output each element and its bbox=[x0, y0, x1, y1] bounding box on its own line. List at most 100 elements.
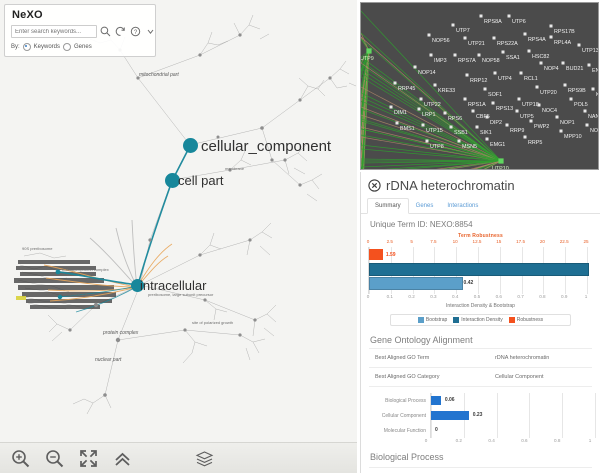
tree-label-site-of-polarized-growth[interactable]: site of polarized growth bbox=[192, 320, 233, 325]
network-node-utp20[interactable] bbox=[536, 86, 539, 89]
network-node-nop14[interactable] bbox=[414, 66, 417, 69]
radio-keywords[interactable] bbox=[23, 43, 31, 51]
network-node-sof1[interactable] bbox=[484, 88, 487, 91]
network-node-msn5[interactable] bbox=[458, 140, 461, 143]
layers-icon[interactable] bbox=[194, 448, 215, 469]
hierarchy-tree-canvas[interactable] bbox=[0, 0, 357, 473]
hierarchy-tree-panel[interactable]: cellular_component cell part intracellul… bbox=[0, 0, 357, 473]
tree-label-protein-complex[interactable]: protein complex bbox=[103, 330, 138, 336]
network-node-rps7a[interactable] bbox=[454, 54, 457, 57]
network-node-ssb1[interactable] bbox=[450, 126, 453, 129]
gene-interaction-network-canvas[interactable]: UTP9 RPS8A UTP6 UTP7 RPS17B NOP56 UTP21 RPS22A R… bbox=[361, 3, 598, 169]
network-node-sik1[interactable] bbox=[476, 126, 479, 129]
tree-label-cellular-component[interactable]: cellular_component bbox=[201, 138, 331, 155]
network-node-rps6[interactable] bbox=[444, 112, 447, 115]
bar-robustness[interactable] bbox=[369, 249, 383, 260]
network-node-rps9b[interactable] bbox=[564, 84, 567, 87]
network-node-rrp5[interactable] bbox=[524, 136, 527, 139]
network-node-rps17b[interactable] bbox=[550, 25, 553, 28]
network-node-nop6[interactable] bbox=[586, 124, 589, 127]
network-node-dip2[interactable] bbox=[486, 116, 489, 119]
go-bar-1[interactable] bbox=[431, 411, 469, 420]
network-node-utp9[interactable] bbox=[366, 48, 371, 53]
network-node-rps8a[interactable] bbox=[480, 15, 483, 18]
search-row[interactable]: ? bbox=[11, 25, 149, 38]
search-panel[interactable]: NeXO ? By: Keywords bbox=[4, 4, 156, 57]
network-node-nop58[interactable] bbox=[478, 54, 481, 57]
zoom-out-icon[interactable] bbox=[44, 448, 65, 469]
tree-label-intracellular[interactable]: intracellular bbox=[140, 278, 206, 293]
search-by-row[interactable]: By: Keywords Genes bbox=[11, 43, 149, 51]
network-node-hsc82[interactable] bbox=[528, 50, 531, 53]
radio-genes-label[interactable]: Genes bbox=[74, 44, 92, 50]
network-node-rcl1[interactable] bbox=[520, 72, 523, 75]
gene-interaction-network-panel[interactable]: UTP9 RPS8A UTP6 UTP7 RPS17B NOP56 UTP21 RPS22A R… bbox=[360, 2, 599, 170]
network-node-nop4[interactable] bbox=[540, 62, 543, 65]
search-input[interactable] bbox=[11, 25, 97, 38]
network-node-nan1[interactable] bbox=[584, 110, 587, 113]
network-node-rps22a[interactable] bbox=[493, 37, 496, 40]
network-node-nop56[interactable] bbox=[428, 34, 431, 37]
tab-summary[interactable]: Summary bbox=[367, 198, 409, 214]
network-node-cbf5[interactable] bbox=[472, 110, 475, 113]
tree-label-ribosomal-subunit[interactable]: ribosomal subunit bbox=[63, 292, 94, 297]
search-icon[interactable] bbox=[99, 25, 112, 38]
network-node-noc4[interactable] bbox=[538, 104, 541, 107]
network-node-bud21[interactable] bbox=[562, 62, 565, 65]
radio-keywords-label[interactable]: Keywords bbox=[34, 44, 60, 50]
network-node-rrp12[interactable] bbox=[466, 74, 469, 77]
detail-tabs[interactable]: Summary Genes Interactions bbox=[361, 198, 600, 214]
tree-label-membrane[interactable]: membrane bbox=[225, 166, 244, 171]
network-node-pol5[interactable] bbox=[570, 98, 573, 101]
tree-label-ribonucleoprotein-complex[interactable]: ribonucleoprotein complex bbox=[62, 267, 109, 272]
network-node-emg1[interactable] bbox=[486, 138, 489, 141]
network-node-kre33[interactable] bbox=[434, 84, 437, 87]
network-node-utp5[interactable] bbox=[516, 110, 519, 113]
bar-bootstrap[interactable] bbox=[369, 277, 463, 290]
tree-label-cell-part[interactable]: cell part bbox=[178, 173, 224, 188]
network-node-rrp9[interactable] bbox=[506, 124, 509, 127]
network-node-utp10[interactable] bbox=[498, 158, 503, 163]
legend-item-robustness[interactable]: Robustness bbox=[509, 317, 543, 323]
network-node-ssa1[interactable] bbox=[502, 51, 505, 54]
legend-item-interaction-density[interactable]: Interaction Density bbox=[453, 317, 502, 323]
term-detail-panel[interactable]: rDNA heterochromatin Summary Genes Inter… bbox=[360, 172, 600, 473]
network-node-rps1a[interactable] bbox=[464, 98, 467, 101]
fit-screen-icon[interactable] bbox=[78, 448, 99, 469]
network-node-enp1[interactable] bbox=[588, 64, 591, 67]
network-node-rps4a[interactable] bbox=[524, 33, 527, 36]
network-node-imp3[interactable] bbox=[430, 54, 433, 57]
tree-label-90s-preribosome[interactable]: 90S preribosome bbox=[22, 246, 52, 251]
network-node-utp13[interactable] bbox=[578, 44, 581, 47]
tab-interactions[interactable]: Interactions bbox=[440, 199, 485, 213]
network-node-rpl4a[interactable] bbox=[550, 36, 553, 39]
go-bar-0[interactable] bbox=[431, 396, 441, 405]
tree-toolbar[interactable] bbox=[0, 442, 357, 473]
robustness-legend[interactable]: Bootstrap Interaction Density Robustness bbox=[390, 314, 571, 326]
refresh-icon[interactable] bbox=[114, 25, 127, 38]
network-node-utp8[interactable] bbox=[426, 140, 429, 143]
chevron-down-icon[interactable] bbox=[144, 25, 157, 38]
radio-genes[interactable] bbox=[63, 43, 71, 51]
close-circle-icon[interactable] bbox=[368, 179, 381, 192]
network-node-utp6[interactable] bbox=[508, 15, 511, 18]
tree-node-cellular-component[interactable] bbox=[183, 138, 198, 153]
network-node-dim1[interactable] bbox=[390, 106, 393, 109]
network-node-nop1[interactable] bbox=[556, 116, 559, 119]
network-node-utp15[interactable] bbox=[422, 124, 425, 127]
network-node-rps13[interactable] bbox=[492, 102, 495, 105]
bar-interaction-density[interactable] bbox=[369, 263, 589, 276]
network-node-mpp10[interactable] bbox=[560, 130, 563, 133]
tree-label-mitochondrial-part[interactable]: mitochondrial part bbox=[139, 72, 179, 78]
help-icon[interactable]: ? bbox=[129, 25, 142, 38]
network-node-utp22[interactable] bbox=[420, 98, 423, 101]
tree-label-preribosome-large-subunit-precursor[interactable]: preribosome, large subunit precursor bbox=[148, 292, 213, 297]
network-node-utp21[interactable] bbox=[464, 37, 467, 40]
network-node-pwp2[interactable] bbox=[530, 120, 533, 123]
network-node-bms1[interactable] bbox=[396, 122, 399, 125]
network-node-utp18[interactable] bbox=[518, 98, 521, 101]
network-node-kri1[interactable] bbox=[592, 88, 595, 91]
network-node-utp7[interactable] bbox=[452, 24, 455, 27]
network-node-rrp45[interactable] bbox=[394, 82, 397, 85]
legend-item-bootstrap[interactable]: Bootstrap bbox=[418, 317, 447, 323]
